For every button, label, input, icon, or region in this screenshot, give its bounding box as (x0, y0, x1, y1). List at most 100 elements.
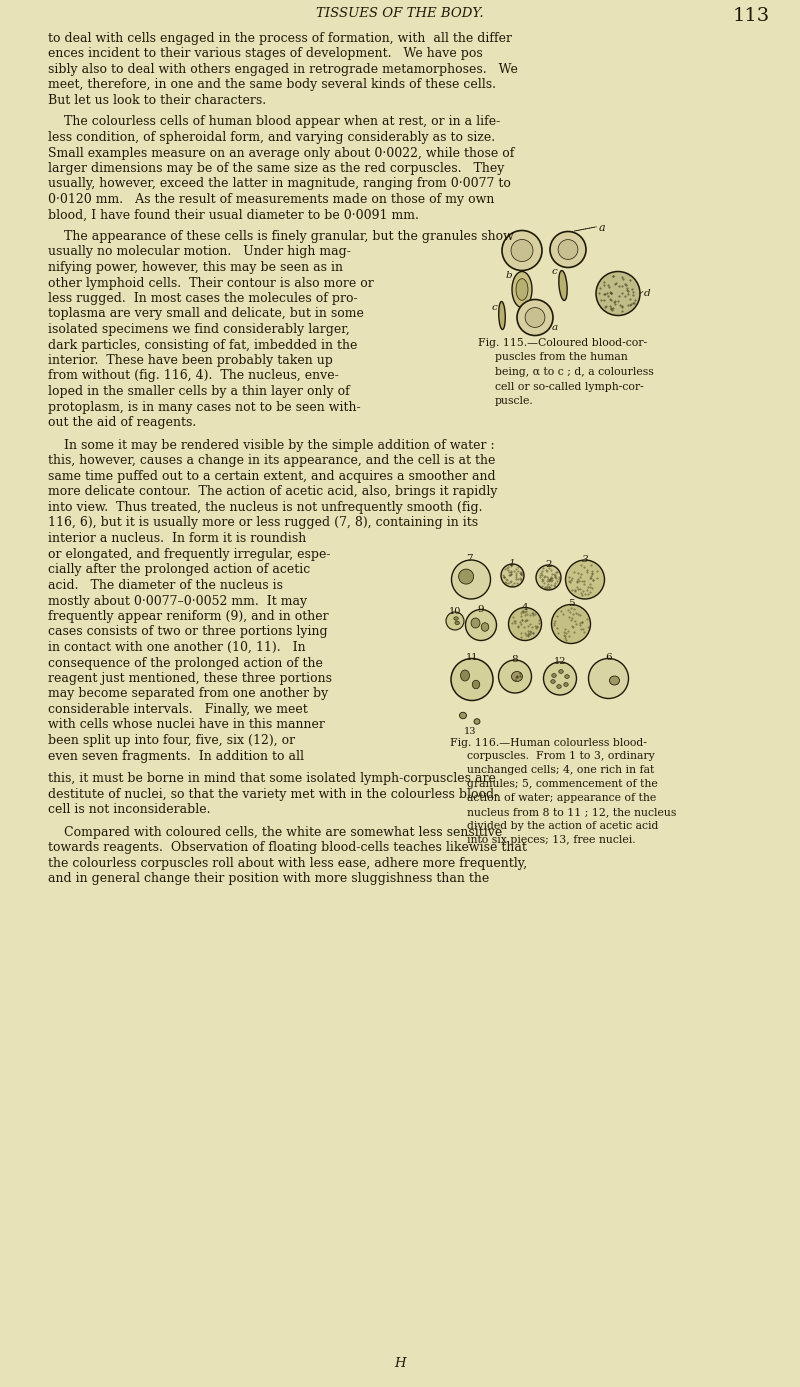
Text: 2: 2 (545, 560, 552, 569)
Text: blood, I have found their usual diameter to be 0·0091 mm.: blood, I have found their usual diameter… (48, 208, 419, 222)
Text: towards reagents.  Observation of floating blood-cells teaches likewise that: towards reagents. Observation of floatin… (48, 841, 527, 854)
Text: The colourless cells of human blood appear when at rest, or in a life-: The colourless cells of human blood appe… (48, 115, 500, 129)
Ellipse shape (446, 612, 464, 630)
Text: 11: 11 (466, 653, 478, 663)
Text: 8: 8 (512, 655, 518, 664)
Ellipse shape (610, 675, 619, 685)
Text: in contact with one another (10, 11).   In: in contact with one another (10, 11). In (48, 641, 306, 655)
Text: sibly also to deal with others engaged in retrograde metamorphoses.   We: sibly also to deal with others engaged i… (48, 62, 518, 76)
Text: cases consists of two or three portions lying: cases consists of two or three portions … (48, 626, 328, 638)
Text: d: d (644, 290, 650, 298)
Ellipse shape (451, 659, 493, 700)
Ellipse shape (596, 272, 640, 315)
Text: 3: 3 (582, 555, 588, 565)
Text: being, α to c ; d, a colourless: being, α to c ; d, a colourless (495, 368, 654, 377)
Text: even seven fragments.  In addition to all: even seven fragments. In addition to all (48, 749, 304, 763)
Text: The appearance of these cells is finely granular, but the granules show: The appearance of these cells is finely … (48, 230, 514, 243)
Text: from without (fig. 116, 4).  The nucleus, enve-: from without (fig. 116, 4). The nucleus,… (48, 369, 338, 383)
Ellipse shape (566, 560, 605, 599)
Text: less condition, of spheroidal form, and varying considerably as to size.: less condition, of spheroidal form, and … (48, 130, 495, 144)
Ellipse shape (498, 660, 531, 694)
Ellipse shape (550, 680, 555, 684)
Ellipse shape (516, 279, 528, 301)
Text: corpuscles.  From 1 to 3, ordinary: corpuscles. From 1 to 3, ordinary (467, 752, 654, 761)
Text: less rugged.  In most cases the molecules of pro-: less rugged. In most cases the molecules… (48, 293, 358, 305)
Ellipse shape (550, 232, 586, 268)
Text: usually no molecular motion.   Under high mag-: usually no molecular motion. Under high … (48, 245, 351, 258)
Text: cell or so-called lymph-cor-: cell or so-called lymph-cor- (495, 381, 644, 391)
Text: been split up into four, five, six (12), or: been split up into four, five, six (12),… (48, 734, 295, 748)
Text: Compared with coloured cells, the white are somewhat less sensitive: Compared with coloured cells, the white … (48, 825, 502, 839)
Text: to deal with cells engaged in the process of formation, with  all the differ: to deal with cells engaged in the proces… (48, 32, 512, 44)
Ellipse shape (466, 609, 497, 641)
Text: granules; 5, commencement of the: granules; 5, commencement of the (467, 779, 658, 789)
Ellipse shape (559, 270, 567, 301)
Text: into view.  Thus treated, the nucleus is not unfrequently smooth (fig.: into view. Thus treated, the nucleus is … (48, 501, 482, 513)
Text: loped in the smaller cells by a thin layer only of: loped in the smaller cells by a thin lay… (48, 386, 350, 398)
Text: puscles from the human: puscles from the human (495, 352, 628, 362)
Text: Fig. 116.—Human colourless blood-: Fig. 116.—Human colourless blood- (450, 738, 647, 748)
Text: interior a nucleus.  In form it is roundish: interior a nucleus. In form it is roundi… (48, 531, 306, 545)
Ellipse shape (459, 713, 466, 718)
Text: 13: 13 (464, 728, 476, 736)
Ellipse shape (451, 560, 490, 599)
Text: considerable intervals.   Finally, we meet: considerable intervals. Finally, we meet (48, 703, 308, 716)
Text: into six pieces; 13, free nuclei.: into six pieces; 13, free nuclei. (467, 835, 636, 845)
Text: TISSUES OF THE BODY.: TISSUES OF THE BODY. (316, 7, 484, 19)
Ellipse shape (564, 682, 568, 687)
Text: In some it may be rendered visible by the simple addition of water :: In some it may be rendered visible by th… (48, 438, 494, 452)
Text: same time puffed out to a certain extent, and acquires a smoother and: same time puffed out to a certain extent… (48, 470, 496, 483)
Text: 116, 6), but it is usually more or less rugged (7, 8), containing in its: 116, 6), but it is usually more or less … (48, 516, 478, 528)
Ellipse shape (536, 565, 561, 589)
Text: with cells whose nuclei have in this manner: with cells whose nuclei have in this man… (48, 718, 325, 731)
Text: a: a (552, 323, 558, 331)
Text: consequence of the prolonged action of the: consequence of the prolonged action of t… (48, 656, 323, 670)
Text: 5: 5 (568, 599, 574, 609)
Text: frequently appear reniform (9), and in other: frequently appear reniform (9), and in o… (48, 610, 329, 623)
Ellipse shape (589, 659, 629, 699)
Ellipse shape (543, 662, 577, 695)
Text: 10: 10 (449, 608, 461, 616)
Ellipse shape (557, 685, 562, 688)
Text: dark particles, consisting of fat, imbedded in the: dark particles, consisting of fat, imbed… (48, 338, 358, 351)
Text: meet, therefore, in one and the same body several kinds of these cells.: meet, therefore, in one and the same bod… (48, 79, 496, 92)
Text: this, however, causes a change in its appearance, and the cell is at the: this, however, causes a change in its ap… (48, 454, 495, 467)
Text: larger dimensions may be of the same size as the red corpuscles.   They: larger dimensions may be of the same siz… (48, 162, 504, 175)
Text: isolated specimens we find considerably larger,: isolated specimens we find considerably … (48, 323, 350, 336)
Text: 12: 12 (554, 657, 566, 666)
Ellipse shape (512, 272, 532, 308)
Text: may become separated from one another by: may become separated from one another by (48, 688, 328, 700)
Text: ences incident to their various stages of development.   We have pos: ences incident to their various stages o… (48, 47, 482, 61)
Ellipse shape (482, 623, 489, 631)
Text: interior.  These have been probably taken up: interior. These have been probably taken… (48, 354, 333, 368)
Ellipse shape (498, 301, 506, 330)
Ellipse shape (455, 621, 459, 624)
Ellipse shape (511, 671, 522, 681)
Text: out the aid of reagents.: out the aid of reagents. (48, 416, 196, 429)
Text: nucleus from 8 to 11 ; 12, the nucleus: nucleus from 8 to 11 ; 12, the nucleus (467, 807, 676, 817)
Ellipse shape (471, 619, 480, 628)
Text: 1: 1 (508, 559, 515, 569)
Text: this, it must be borne in mind that some isolated lymph-corpuscles are: this, it must be borne in mind that some… (48, 773, 496, 785)
Ellipse shape (474, 718, 480, 724)
Text: puscle.: puscle. (495, 397, 534, 406)
Text: 0·0120 mm.   As the result of measurements made on those of my own: 0·0120 mm. As the result of measurements… (48, 193, 494, 207)
Text: action of water; appearance of the: action of water; appearance of the (467, 793, 656, 803)
Ellipse shape (551, 605, 590, 644)
Ellipse shape (511, 240, 533, 262)
Text: destitute of nuclei, so that the variety met with in the colourless blood-: destitute of nuclei, so that the variety… (48, 788, 498, 800)
Text: c: c (552, 268, 558, 276)
Ellipse shape (565, 674, 570, 678)
Text: the colourless corpuscles roll about with less ease, adhere more frequently,: the colourless corpuscles roll about wit… (48, 857, 527, 870)
Ellipse shape (502, 230, 542, 270)
Text: Fig. 115.—Coloured blood-cor-: Fig. 115.—Coloured blood-cor- (478, 337, 647, 348)
Text: 113: 113 (733, 7, 770, 25)
Text: acid.   The diameter of the nucleus is: acid. The diameter of the nucleus is (48, 578, 283, 592)
Text: 4: 4 (522, 602, 528, 612)
Text: cell is not inconsiderable.: cell is not inconsiderable. (48, 803, 210, 816)
Text: usually, however, exceed the latter in magnitude, ranging from 0·0077 to: usually, however, exceed the latter in m… (48, 178, 511, 190)
Ellipse shape (454, 617, 458, 620)
Ellipse shape (525, 308, 545, 327)
Ellipse shape (458, 569, 474, 584)
Text: protoplasm, is in many cases not to be seen with-: protoplasm, is in many cases not to be s… (48, 401, 361, 413)
